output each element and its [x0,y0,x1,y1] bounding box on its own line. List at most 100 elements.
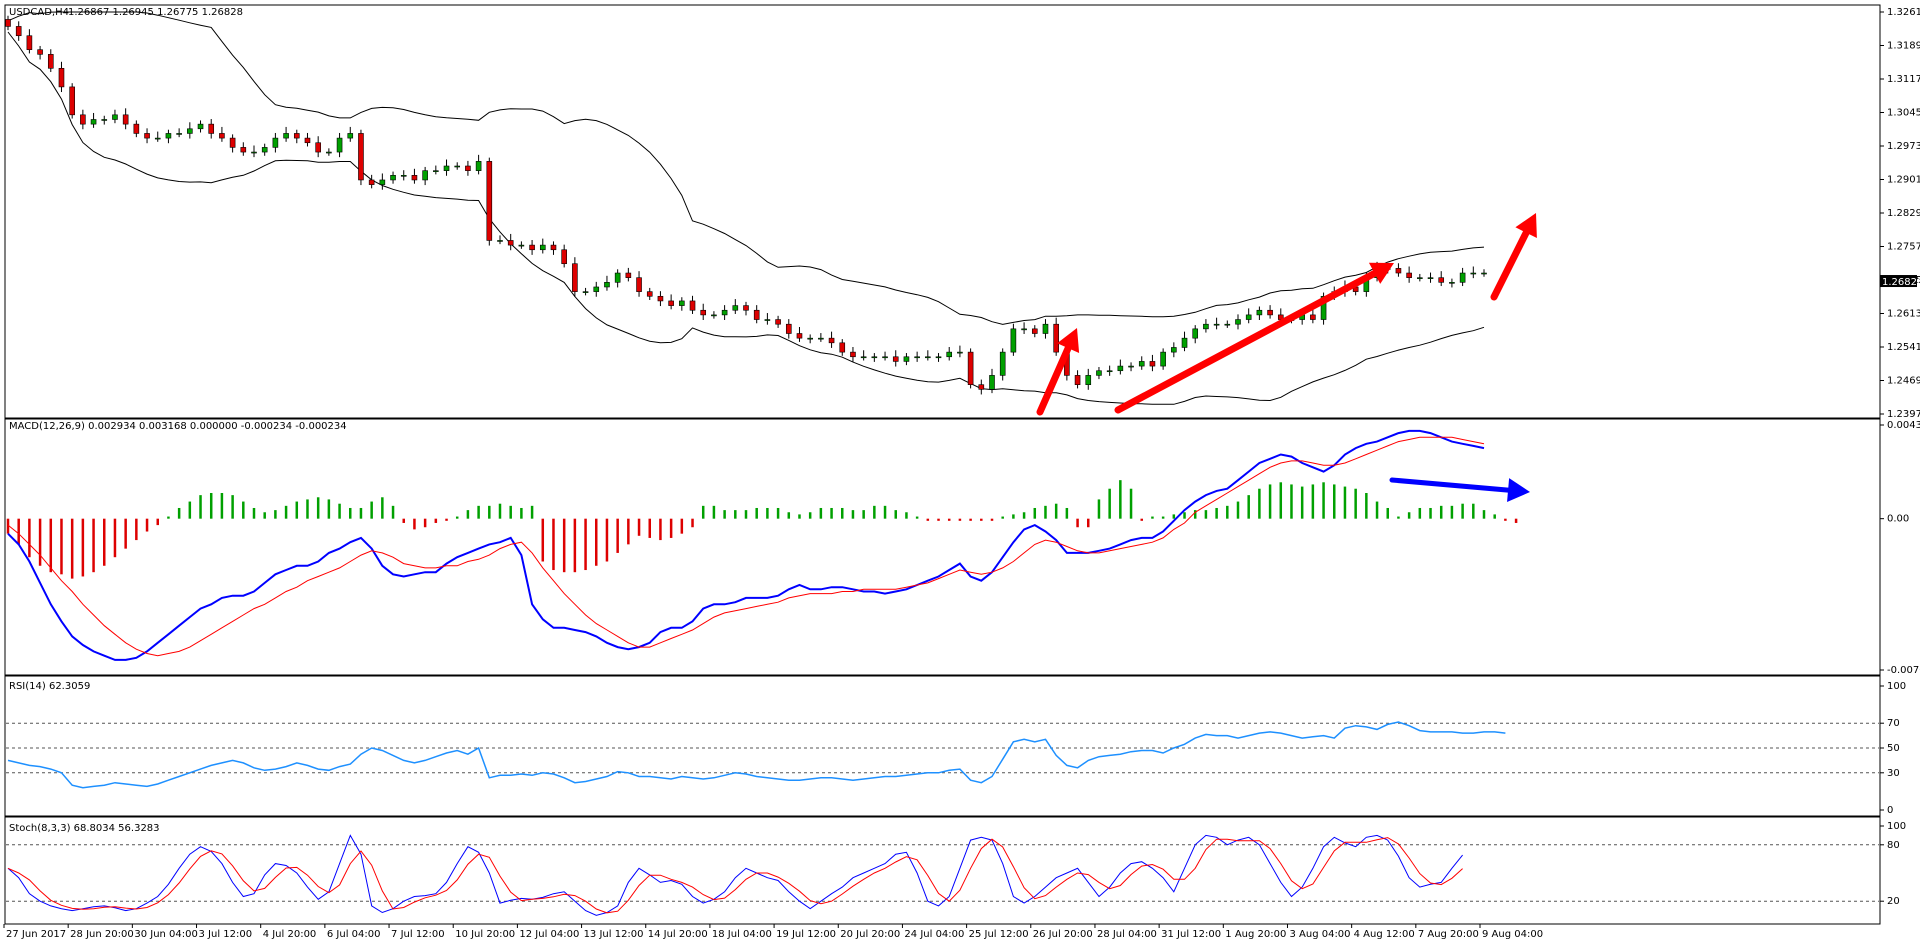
candle [197,120,204,133]
candle-body [839,342,846,353]
macd-signal-line [7,436,1485,657]
chart-title: USDCAD,H4 [9,7,69,18]
candle [839,339,846,356]
candle-body [582,291,589,293]
red-arrow-forecast [1490,213,1537,301]
candle [1031,325,1038,338]
candle [261,143,268,156]
candle-body [1470,272,1477,275]
bollinger-lower [7,31,1485,405]
candle [785,319,792,339]
candle-body [700,309,707,316]
candle [775,315,781,328]
price-tick-label: 1.29010 [1887,175,1920,186]
candle [304,132,311,147]
candle-body [358,133,364,181]
candle-body [636,277,642,292]
candle-body [1395,268,1402,274]
candle-body [679,300,685,306]
macd-tick-label: 0.00 [1887,514,1909,525]
candle [229,134,236,153]
candle-body [58,67,65,88]
candle-body [978,384,985,390]
macd-label: MACD(12,26,9) 0.002934 0.003168 0.000000… [9,421,347,432]
candle [443,159,450,176]
time-tick-label: 20 Jul 20:00 [840,929,900,940]
macd-tick-label: -0.00707 [1887,665,1920,676]
candle-body [1449,282,1455,284]
candle [315,136,321,158]
red-arrow-spike [1036,328,1080,416]
candle-body [518,244,525,247]
red-arrow-forecast-shaft [1490,229,1530,301]
candle [1053,317,1059,356]
candle [358,129,364,186]
candle-body [293,133,300,139]
candle-body [411,175,418,181]
price-tick-label: 1.24690 [1887,376,1920,387]
candle [465,160,471,176]
candle-body [272,137,279,148]
candle-body [604,282,610,288]
candle [26,29,33,54]
price-tick-label: 1.32610 [1887,7,1920,18]
candle-body [26,35,33,50]
price-tick-label: 1.28290 [1887,208,1920,219]
candle-body [1213,323,1220,326]
candle-body [1160,351,1166,367]
candle [240,142,247,156]
candle [154,131,161,142]
candle [1395,263,1402,277]
candle [892,350,899,367]
candle-body [315,142,321,153]
candle [614,269,621,288]
time-tick-label: 28 Jul 04:00 [1097,929,1157,940]
candle-body [1427,277,1434,279]
candle [582,287,589,296]
candle-body [914,356,920,359]
candle [860,350,867,361]
time-tick-label: 7 Jul 12:00 [391,929,445,940]
candle-body [539,244,546,251]
candle [1128,362,1134,372]
stoch-tick-label: 100 [1887,821,1906,832]
candle [1117,359,1124,375]
red-arrow-spike-head [1057,328,1080,353]
time-tick-label: 3 Jul 12:00 [199,929,253,940]
red-arrow-forecast-head [1515,213,1537,239]
candle-body [860,356,867,359]
candle-body [326,151,332,154]
time-tick-label: 4 Aug 12:00 [1354,929,1415,940]
candle [47,49,54,73]
candle [1042,319,1049,339]
rsi-tick-label: 0 [1887,805,1893,816]
candle [636,271,642,297]
candle [828,331,835,348]
time-tick-label: 1 Aug 20:00 [1225,929,1286,940]
time-tick-label: 10 Jul 20:00 [455,929,515,940]
candle [946,347,953,361]
candle-body [197,123,204,130]
candle [743,301,749,316]
candle [689,295,696,314]
candle-body [47,54,54,69]
candle [1481,269,1487,277]
stoch-tick-label: 80 [1887,840,1900,851]
candle-body [850,351,856,358]
candle [978,379,985,395]
macd-arrow [1389,477,1530,503]
rsi-tick-label: 50 [1887,743,1900,754]
candle [679,297,685,311]
price-tick-label: 1.31890 [1887,41,1920,52]
macd-axis: 0.004377 0.00 -0.00707 [1880,420,1920,676]
stoch-tick-label: 20 [1887,896,1900,907]
candle-body [1310,314,1316,320]
candle [1010,323,1017,356]
candle-body [775,319,781,325]
candle [999,348,1006,381]
candle [764,313,771,325]
candle-body [1042,323,1049,334]
candle-body [422,170,428,181]
candle-body [1128,365,1134,368]
candle-body [903,356,910,362]
